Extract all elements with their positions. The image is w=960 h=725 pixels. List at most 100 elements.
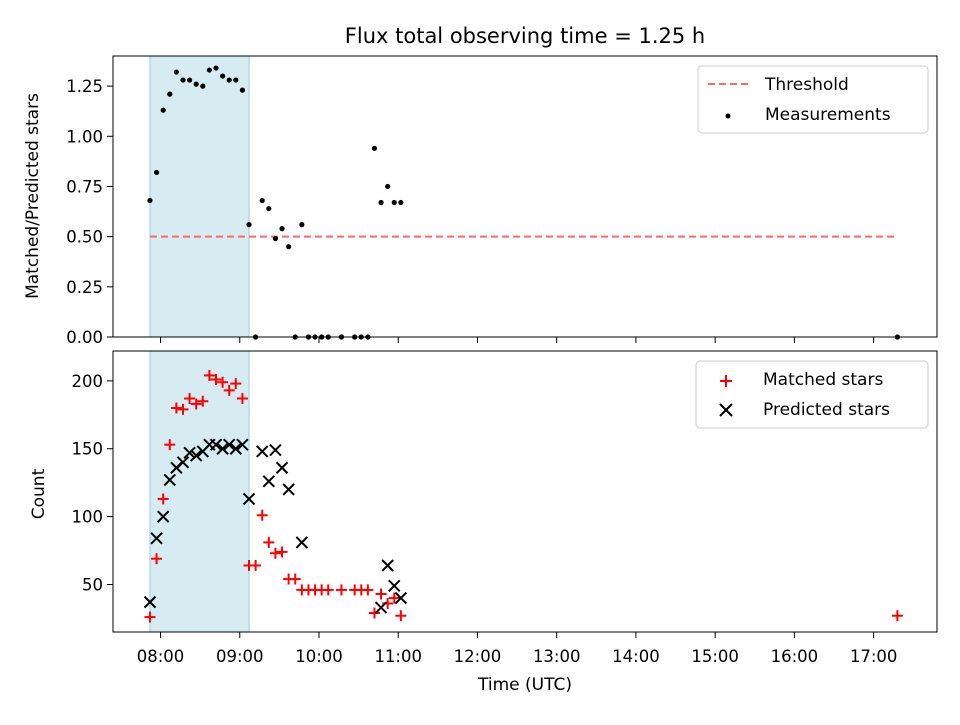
predicted-star-point <box>216 442 229 455</box>
measurement-point <box>398 199 404 206</box>
measurement-point <box>259 197 265 204</box>
top-y-tick-label: 0.50 <box>66 228 103 247</box>
matched-star-point <box>289 573 301 585</box>
predicted-star-point <box>222 438 236 451</box>
top-y-tick-label: 0.25 <box>66 278 103 297</box>
matched-star-point <box>276 546 288 558</box>
measurement-point <box>220 73 226 79</box>
measurement-point <box>153 169 160 176</box>
bottom-y-tick-label: 100 <box>72 508 104 527</box>
top-observing-window <box>149 55 250 338</box>
x-tick-label: 14:00 <box>612 647 660 666</box>
measurement-point <box>279 226 285 232</box>
bottom-observing-window <box>149 350 250 633</box>
matched-star-point <box>269 547 281 559</box>
matched-star-point <box>144 611 156 623</box>
matched-star-point <box>190 398 202 410</box>
matched-star-point <box>210 374 222 386</box>
matched-star-point <box>151 553 163 565</box>
measurement-point <box>206 67 212 73</box>
predicted-star-point <box>209 438 223 451</box>
matched-star-point <box>223 384 235 396</box>
legend-threshold-label: Threshold <box>764 75 849 95</box>
measurement-point <box>378 199 384 206</box>
predicted-star-point <box>394 591 408 605</box>
matched-star-point <box>250 559 262 571</box>
measurement-point <box>233 77 239 83</box>
matched-star-point <box>170 402 182 414</box>
predicted-star-point <box>183 446 196 460</box>
x-tick-label: 10:00 <box>295 647 343 666</box>
matched-star-point <box>230 378 242 390</box>
matched-star-point <box>263 536 275 548</box>
measurement-point <box>385 183 391 190</box>
legend-measurements-swatch <box>725 113 731 119</box>
measurement-point <box>180 77 186 83</box>
top-y-tick-label: 1.25 <box>66 77 103 96</box>
predicted-star-point <box>269 443 282 457</box>
top-y-axis-label: Matched/Predicted stars <box>23 93 43 299</box>
measurement-point <box>160 107 166 113</box>
predicted-star-point <box>388 579 401 593</box>
matched-star-point <box>362 584 374 596</box>
predicted-star-point <box>236 438 249 451</box>
top-legend: Threshold Measurements <box>697 65 929 134</box>
legend-matched-label: Matched stars <box>763 370 883 390</box>
top-y-tick-label: 0.75 <box>66 177 103 196</box>
measurement-point <box>167 91 173 97</box>
matched-star-point <box>368 607 380 619</box>
top-panel: 0.00 0.25 0.50 0.75 1.00 1.25 Matched/Predict… <box>23 55 938 347</box>
matched-star-point <box>236 393 248 405</box>
matched-star-point <box>395 610 407 622</box>
legend-matched-swatch <box>720 375 732 387</box>
matched-star-point <box>203 369 215 381</box>
measurement-point <box>391 199 397 206</box>
predicted-star-point <box>189 449 203 462</box>
bottom-axes-frame <box>112 350 938 633</box>
predicted-star-point <box>262 475 276 488</box>
matched-star-point <box>184 393 196 405</box>
matched-star-point <box>177 403 189 415</box>
measurement-point <box>266 205 272 212</box>
chart-title: Flux total observing time = 1.25 h <box>345 24 705 48</box>
bottom-y-tick-label: 150 <box>72 440 104 459</box>
x-axis-label: Time (UTC) <box>477 675 572 695</box>
measurement-point <box>246 222 252 228</box>
measurement-point <box>147 197 153 204</box>
top-y-tick-label: 1.00 <box>66 127 103 146</box>
matched-star-point <box>197 395 209 407</box>
x-tick-label: 08:00 <box>137 647 185 666</box>
measurement-point <box>213 65 219 71</box>
x-tick-label: 13:00 <box>533 647 581 666</box>
measurement-point <box>226 77 232 83</box>
measurement-point <box>186 77 193 83</box>
matched-star-point <box>322 584 334 596</box>
measurement-point <box>371 145 378 151</box>
bottom-legend: Matched stars Predicted stars <box>695 360 929 429</box>
bottom-y-tick-label: 200 <box>72 372 104 391</box>
matched-star-point <box>388 592 400 604</box>
measurement-point <box>272 236 279 242</box>
measurement-point <box>286 244 292 250</box>
measurement-point <box>193 81 199 87</box>
matched-star-point <box>217 376 229 388</box>
x-tick-label: 16:00 <box>771 647 819 666</box>
predicted-star-point <box>374 601 388 614</box>
bottom-y-axis-label: Count <box>29 468 49 519</box>
predicted-star-point <box>163 473 176 487</box>
x-tick-label: 17:00 <box>850 647 898 666</box>
matched-star-point <box>157 493 169 505</box>
matched-star-point <box>164 439 176 451</box>
top-y-tick-label: 0.00 <box>66 328 103 347</box>
measurement-point <box>200 83 206 89</box>
x-tick-label: 12:00 <box>454 647 502 666</box>
predicted-star-point <box>242 492 256 506</box>
predicted-star-point <box>229 442 243 455</box>
predicted-star-point <box>282 483 295 496</box>
predicted-star-point <box>381 559 394 572</box>
matched-star-point <box>375 588 387 600</box>
legend-measurements-label: Measurements <box>765 105 891 125</box>
predicted-star-point <box>150 532 163 545</box>
matched-star-point <box>256 509 268 521</box>
